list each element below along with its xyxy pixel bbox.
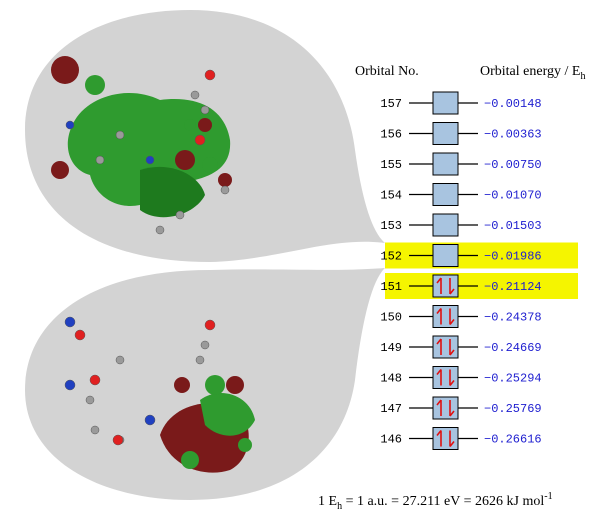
orbital-number: 148 — [380, 372, 402, 386]
orbital-number: 153 — [380, 219, 402, 233]
orbital-energy: −0.21124 — [484, 280, 542, 294]
orbital-box — [433, 153, 458, 175]
orbital-energy: −0.00363 — [484, 128, 542, 142]
orbital-number: 154 — [380, 189, 402, 203]
orbital-box — [433, 184, 458, 206]
orbital-number: 147 — [380, 402, 402, 416]
orbital-energy: −0.01986 — [484, 250, 542, 264]
molecule-views — [25, 10, 385, 500]
orbital-box — [433, 245, 458, 267]
orbital-list: 157 −0.00148 156 −0.00363 155 −0.00750 154 −0.0… — [380, 92, 578, 450]
orbital-energy: −0.01503 — [484, 219, 542, 233]
orbital-energy: −0.25294 — [484, 372, 542, 386]
orbital-energy: −0.00750 — [484, 158, 542, 172]
energy-header-sub: h — [580, 71, 585, 82]
orbital-number: 155 — [380, 158, 402, 172]
note-text: 1 E — [318, 494, 337, 509]
orbital-box — [433, 367, 458, 389]
orbital-energy: −0.24378 — [484, 311, 542, 325]
orbital-box — [433, 214, 458, 236]
figure: Orbital No. Orbital energy / Eh 157 −0.00… — [0, 0, 606, 519]
orbital-number: 157 — [380, 97, 402, 111]
energy-header-text: Orbital energy / E — [480, 64, 580, 79]
orbital-number: 152 — [380, 250, 402, 264]
orbital-energy: −0.26616 — [484, 433, 542, 447]
orbital-box — [433, 123, 458, 145]
orbital-energy-header: Orbital energy / Eh — [480, 64, 585, 82]
orbital-number: 156 — [380, 128, 402, 142]
orbital-energy: −0.24669 — [484, 341, 542, 355]
orbital-box — [433, 428, 458, 450]
conversion-note: 1 Eh = 1 a.u. = 27.211 eV = 2626 kJ mol-… — [318, 491, 553, 512]
orbital-box — [433, 275, 458, 297]
orbital-box — [433, 306, 458, 328]
orbital-number: 150 — [380, 311, 402, 325]
note-text: = 1 a.u. = 27.211 eV = 2626 kJ mol — [342, 494, 544, 509]
orbital-number-header: Orbital No. — [355, 64, 419, 79]
orbital-box — [433, 92, 458, 114]
orbital-number: 146 — [380, 433, 402, 447]
orbital-energy: −0.00148 — [484, 97, 542, 111]
orbital-energy: −0.01070 — [484, 189, 542, 203]
orbital-number: 149 — [380, 341, 402, 355]
orbital-number: 151 — [380, 280, 402, 294]
orbital-box — [433, 336, 458, 358]
orbital-box — [433, 397, 458, 419]
orbital-energy: −0.25769 — [484, 402, 542, 416]
note-sup: -1 — [544, 491, 552, 502]
